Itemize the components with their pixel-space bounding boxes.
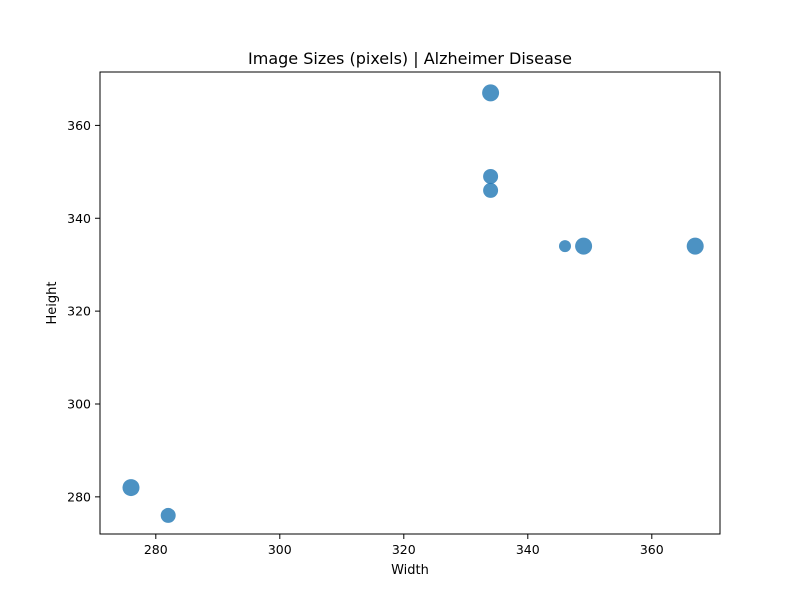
y-tick-label-300: 300 xyxy=(67,396,91,411)
x-tick-label-300: 300 xyxy=(268,542,292,557)
scatter-point-1 xyxy=(483,168,499,184)
x-axis-label: Width xyxy=(391,563,429,578)
x-tick-label-360: 360 xyxy=(640,542,664,557)
y-tick-label-280: 280 xyxy=(67,489,91,504)
y-axis: 280 300 320 340 360 xyxy=(67,118,100,504)
x-tick-label-280: 280 xyxy=(144,542,168,557)
x-tick-label-340: 340 xyxy=(516,542,540,557)
scatter-point-6 xyxy=(122,479,140,497)
y-tick-label-360: 360 xyxy=(67,118,91,133)
scatter-point-0 xyxy=(482,84,500,102)
y-tick-label-320: 320 xyxy=(67,304,91,319)
scatter-point-2 xyxy=(483,182,499,198)
plot-frame xyxy=(99,71,721,535)
y-tick-label-340: 340 xyxy=(67,211,91,226)
x-tick-label-320: 320 xyxy=(392,542,416,557)
points-layer xyxy=(122,84,704,523)
scatter-point-5 xyxy=(686,237,704,255)
scatter-point-4 xyxy=(575,237,593,255)
chart-title: Image Sizes (pixels) | Alzheimer Disease xyxy=(248,49,572,68)
y-axis-label: Height xyxy=(45,282,60,325)
scatter-point-3 xyxy=(559,240,571,253)
x-axis: 280 300 320 340 360 xyxy=(144,534,664,557)
scatter-point-7 xyxy=(160,507,176,523)
